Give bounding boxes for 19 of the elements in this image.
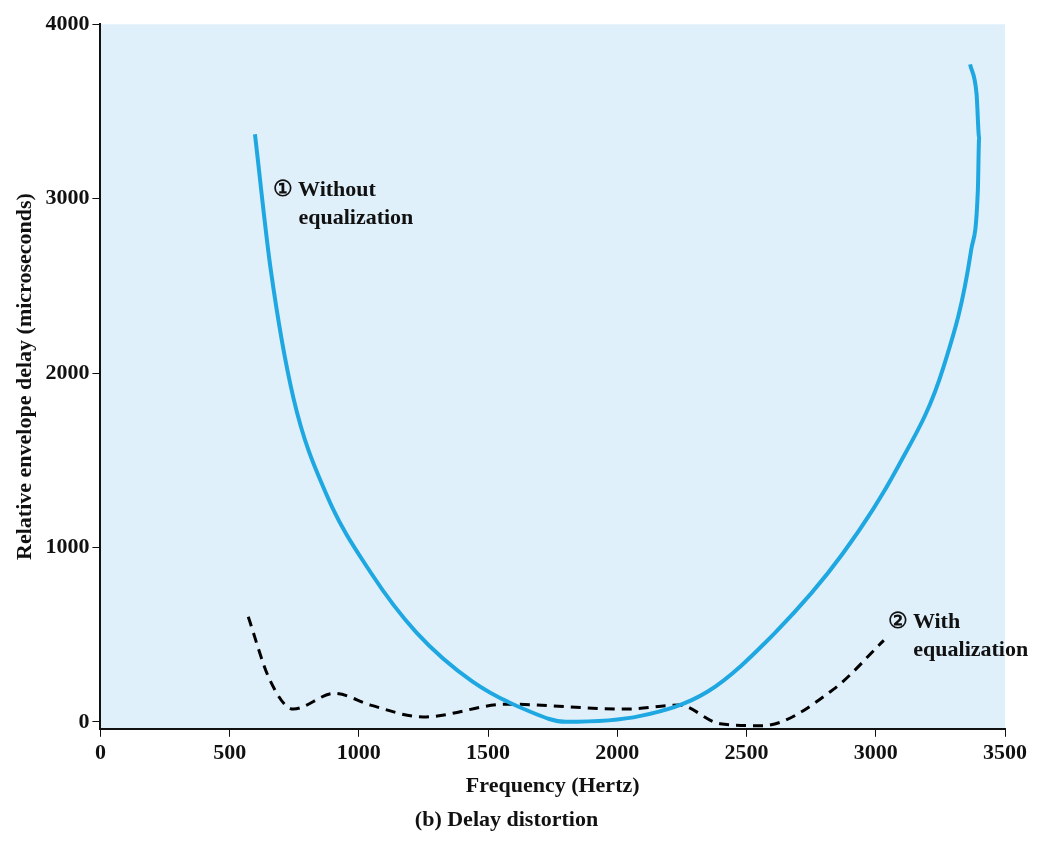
x-axis-title: Frequency (Hertz) [465,772,640,798]
x-tick-label: 1000 [336,738,381,764]
x-tick-label: 3000 [853,738,898,764]
y-axis-title: Relative envelope delay (microseconds) [10,193,36,560]
line-series [246,615,886,728]
x-tick-label: 0 [94,738,106,764]
series-label: ① Without equalization [272,176,414,230]
y-tick-label: 0 [78,707,90,733]
y-tick-label: 2000 [45,358,90,384]
text: (b) Delay distortion [414,806,599,832]
y-tick-label: 1000 [45,533,90,559]
series-label: ② With equalization [887,608,1029,662]
x-tick-label: 3500 [983,738,1027,764]
x-tick-label: 2500 [724,738,769,764]
x-tick-label: 2000 [595,738,640,764]
y-tick-label: 4000 [45,9,90,35]
x-tick-label: 500 [213,738,247,764]
y-tick-label: 3000 [45,184,90,210]
x-tick-label: 1500 [466,738,511,764]
